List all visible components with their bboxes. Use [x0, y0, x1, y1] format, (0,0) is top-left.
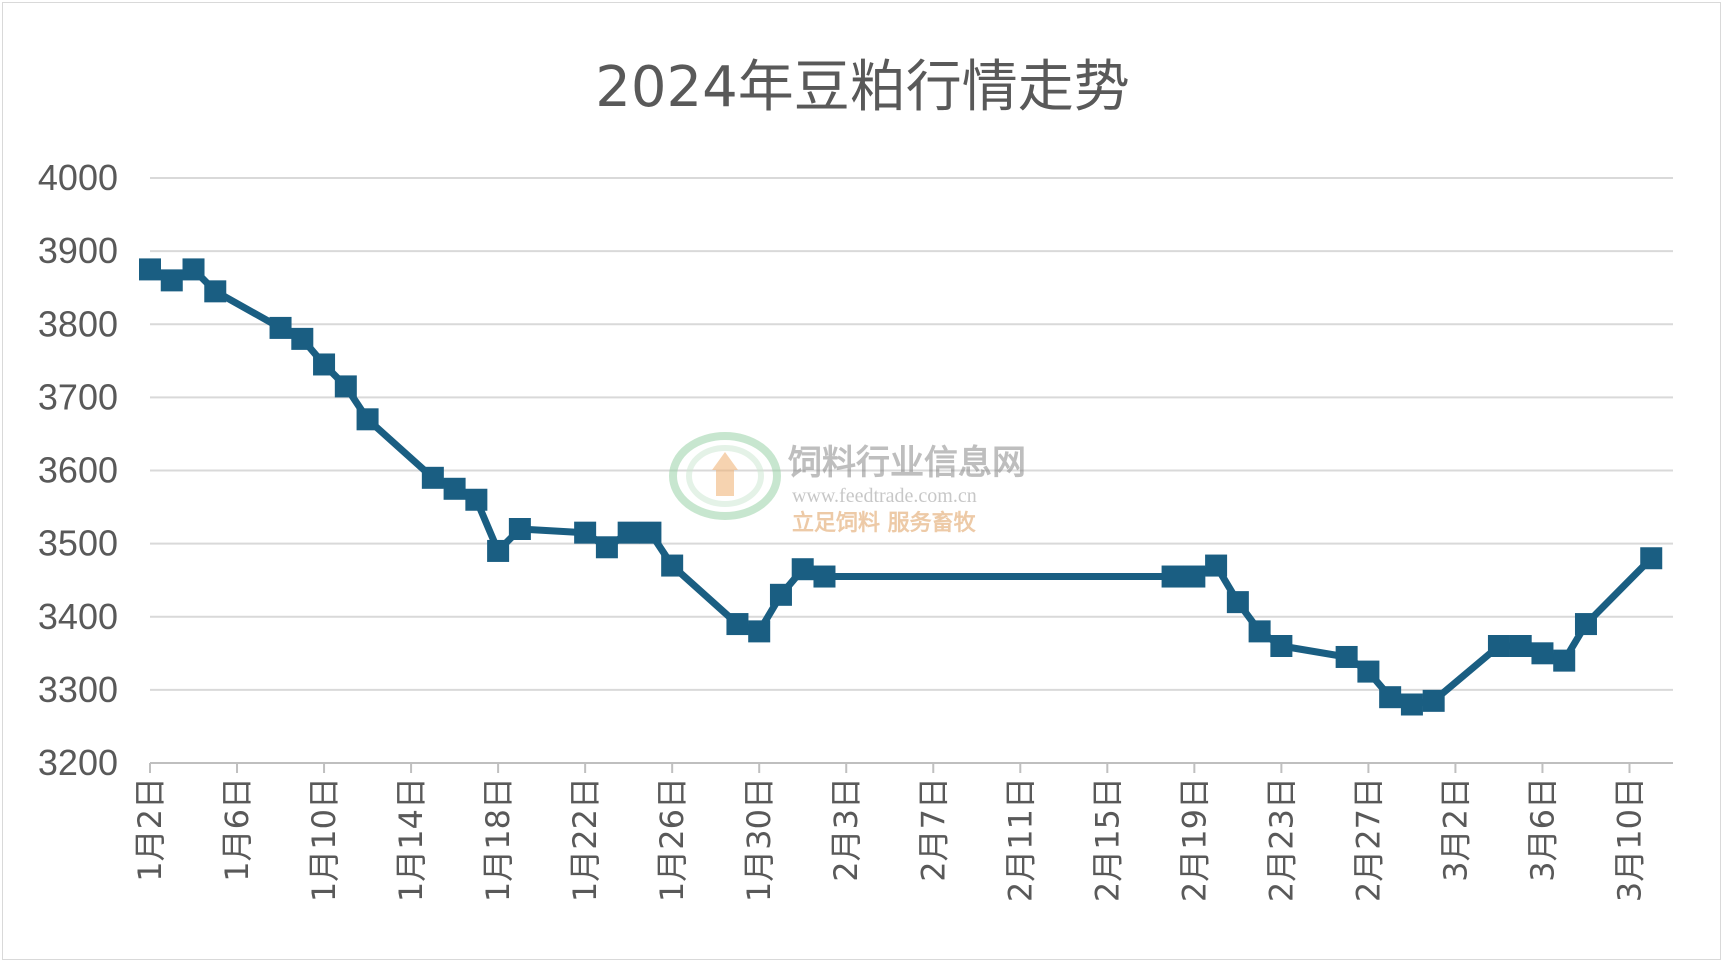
- data-point-marker: [508, 518, 531, 540]
- y-tick-label: 3900: [38, 230, 118, 271]
- data-point-marker: [791, 558, 814, 581]
- x-tick-label: 2月11日: [1001, 777, 1039, 902]
- data-point-marker: [1357, 660, 1380, 683]
- x-tick-label: 3月6日: [1523, 777, 1561, 882]
- watermark-slogan: 立足饲料 服务畜牧: [792, 510, 977, 536]
- y-tick-label: 4000: [38, 157, 118, 198]
- chart-title: 2024年豆粕行情走势: [595, 55, 1130, 120]
- data-point-marker: [1553, 649, 1576, 672]
- data-point-marker: [356, 408, 379, 431]
- data-point-marker: [313, 353, 336, 376]
- x-tick-label: 1月30日: [740, 777, 778, 902]
- y-tick-label: 3500: [38, 523, 118, 564]
- data-point-marker: [334, 375, 357, 398]
- data-point-marker: [160, 269, 183, 292]
- data-point-marker: [421, 466, 444, 489]
- x-tick-label: 2月15日: [1088, 777, 1126, 902]
- x-tick-label: 3月10日: [1610, 777, 1648, 902]
- x-tick-label: 2月7日: [914, 777, 952, 882]
- data-point-marker: [1226, 591, 1249, 614]
- y-tick-label: 3800: [38, 303, 118, 344]
- data-point-marker: [813, 565, 836, 588]
- data-point-marker: [1487, 635, 1510, 657]
- data-point-marker: [617, 521, 640, 544]
- data-point-marker: [574, 521, 597, 544]
- data-point-marker: [1379, 686, 1402, 709]
- x-tick-label: 1月22日: [566, 777, 604, 902]
- x-tick-label: 1月26日: [653, 777, 691, 902]
- gridlines: [150, 177, 1673, 691]
- data-point-marker: [1422, 689, 1445, 712]
- y-axis-ticks: 3200 3300 3400 3500 3600 3700 3800 3900 4000: [38, 157, 118, 783]
- x-tick-label: 1月14日: [392, 777, 430, 902]
- data-point-marker: [639, 521, 662, 544]
- x-tick-label: 1月18日: [479, 777, 517, 902]
- watermark-title: 饲料行业信息网: [788, 443, 1026, 483]
- data-point-marker: [1205, 554, 1228, 577]
- data-point-marker: [769, 583, 792, 606]
- x-tick-label: 1月10日: [305, 777, 343, 902]
- data-point-marker: [748, 620, 771, 643]
- data-point-marker: [1270, 635, 1293, 657]
- data-point-marker: [1531, 642, 1554, 665]
- x-tick-label: 2月23日: [1262, 777, 1300, 902]
- data-point-marker: [465, 488, 488, 511]
- data-point-marker: [595, 536, 618, 559]
- data-point-marker: [1335, 645, 1358, 668]
- y-tick-label: 3200: [38, 742, 118, 783]
- y-tick-label: 3400: [38, 596, 118, 637]
- x-tick-label: 1月6日: [218, 777, 256, 882]
- data-point-marker: [1640, 547, 1663, 570]
- watermark: 饲料行业信息网 www.feedtrade.com.cn 立足饲料 服务畜牧: [669, 432, 1026, 536]
- y-tick-label: 3700: [38, 376, 118, 417]
- x-tick-label: 2月3日: [827, 777, 865, 882]
- y-tick-label: 3600: [38, 450, 118, 491]
- data-point-marker: [269, 316, 292, 339]
- data-point-marker: [1574, 613, 1597, 636]
- watermark-logo-icon: [669, 432, 781, 520]
- data-point-marker: [487, 539, 510, 562]
- x-tick-label: 1月2日: [131, 777, 169, 882]
- data-point-marker: [1400, 693, 1423, 716]
- x-axis: 1月2日 1月6日 1月10日 1月14日 1月18日 1月22日 1月26日 1月30日 2月…: [131, 762, 1673, 902]
- x-tick-label: 3月2日: [1436, 777, 1474, 882]
- data-point-marker: [182, 258, 205, 281]
- data-point-marker: [204, 280, 227, 303]
- data-point-marker: [661, 554, 684, 577]
- data-point-marker: [291, 327, 314, 350]
- x-tick-label: 2月27日: [1349, 777, 1387, 902]
- data-point-marker: [443, 477, 466, 500]
- data-point-marker: [1248, 620, 1271, 643]
- data-point-marker: [1183, 565, 1206, 588]
- x-tick-label: 2月19日: [1175, 777, 1213, 902]
- watermark-url: www.feedtrade.com.cn: [792, 485, 977, 507]
- y-tick-label: 3300: [38, 669, 118, 710]
- series-line: [139, 258, 1663, 716]
- data-point-marker: [726, 613, 749, 636]
- data-point-marker: [139, 258, 161, 281]
- data-point-marker: [1161, 565, 1184, 588]
- data-point-marker: [1509, 635, 1532, 657]
